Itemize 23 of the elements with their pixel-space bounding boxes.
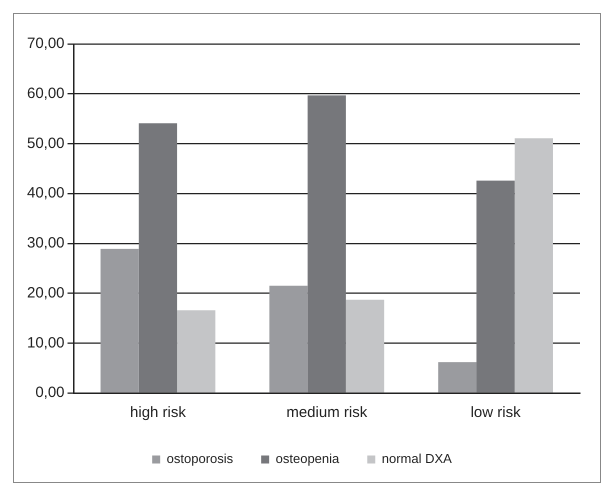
bar	[177, 310, 216, 392]
y-tick-label: 50,00	[26, 134, 65, 152]
legend-label: normal DXA	[382, 451, 452, 466]
legend-label: ostoporosis	[166, 451, 234, 466]
x-tick-label: high risk	[130, 404, 186, 422]
legend-label: osteopenia	[276, 451, 340, 466]
bar	[346, 300, 384, 392]
y-tick-label: 40,00	[26, 184, 65, 202]
bar	[100, 248, 139, 392]
x-tick-label: medium risk	[286, 404, 368, 422]
y-tick-label: 10,00	[26, 334, 65, 352]
bar	[138, 123, 178, 392]
bar	[308, 95, 346, 392]
y-tick-label: 70,00	[26, 35, 65, 52]
bar	[438, 362, 476, 392]
y-tick-label: 20,00	[26, 284, 65, 302]
x-tick-label: low risk	[470, 404, 522, 422]
bar	[269, 286, 308, 392]
bar	[476, 180, 515, 392]
y-tick-label: 60,00	[26, 85, 65, 102]
bar	[514, 138, 553, 392]
y-tick-label: 0,00	[35, 384, 65, 402]
y-tick-label: 30,00	[26, 234, 65, 252]
